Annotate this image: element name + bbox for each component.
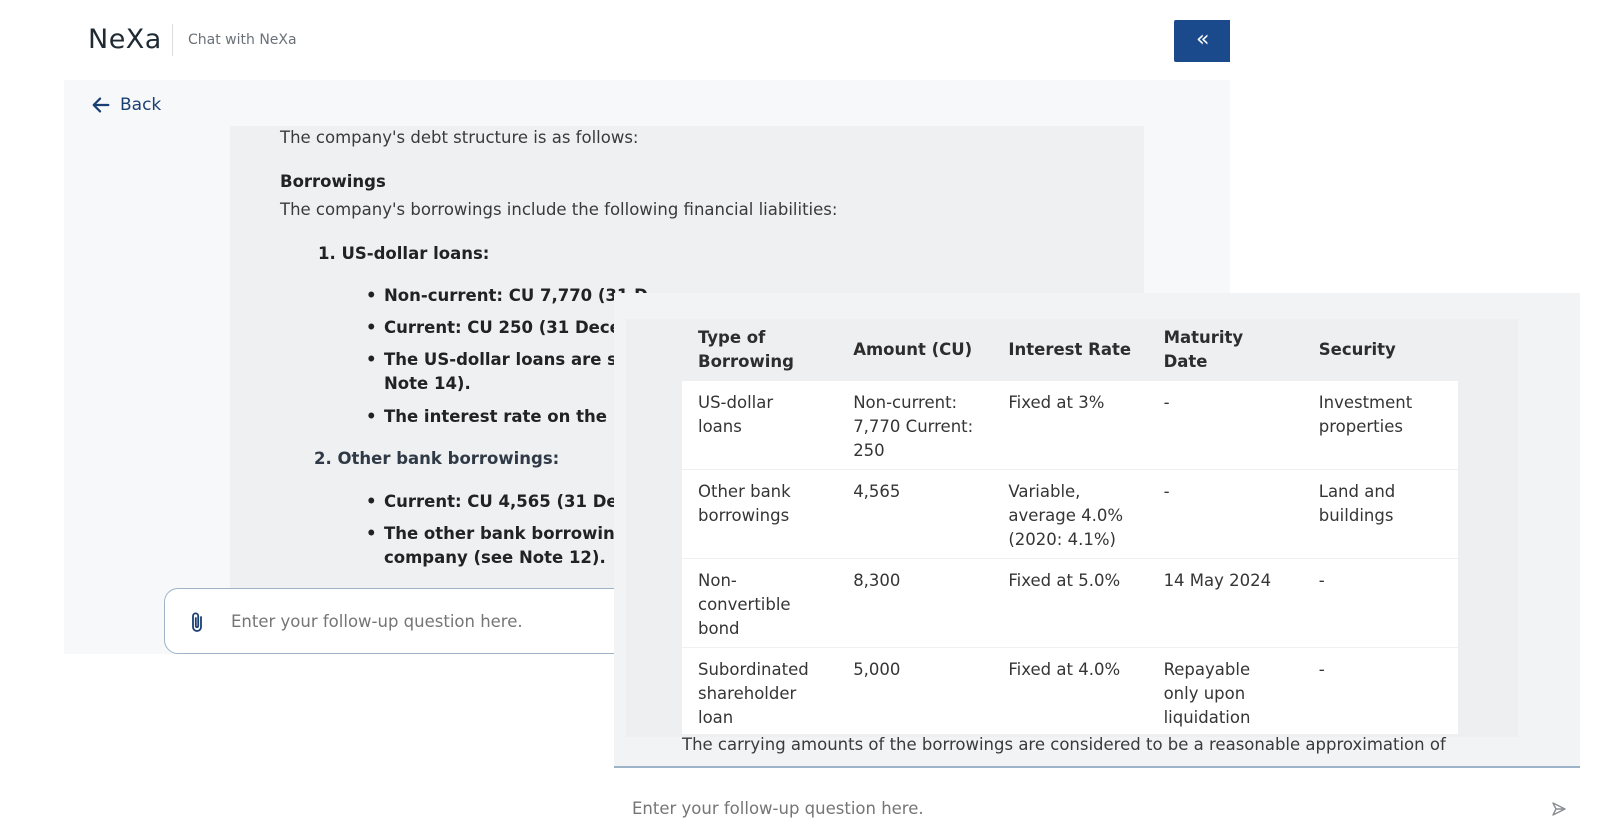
table-cell: Subordinated shareholder loan [682, 647, 838, 735]
table-cell: - [1302, 647, 1458, 735]
table-container: Type of Borrowing Amount (CU) Interest R… [626, 319, 1518, 737]
item-1-title: 1. US-dollar loans: [318, 244, 490, 263]
bullet-continuation: company (see Note 12). [384, 548, 606, 567]
table-cell: 14 May 2024 [1147, 558, 1303, 648]
bullet-item: Non-current: CU 7,770 (31 D [366, 286, 648, 305]
send-icon[interactable] [1551, 801, 1567, 817]
paperclip-icon[interactable] [189, 611, 207, 635]
app-header: NeXa Chat with NeXa « [64, 0, 1230, 80]
bullet-continuation: Note 14). [384, 374, 471, 393]
table-header-row: Type of Borrowing Amount (CU) Interest R… [682, 319, 1458, 381]
table-cell: Non-convertible bond [682, 558, 838, 648]
table-cell: Other bank borrowings [682, 469, 838, 559]
header-divider [172, 24, 173, 56]
arrow-left-icon [92, 97, 110, 113]
bullet-item: The other bank borrowing: [366, 524, 633, 543]
column-header: Security [1302, 319, 1458, 381]
section-text: The company's borrowings include the fol… [280, 200, 838, 219]
bullet-item: The US-dollar loans are se [366, 350, 628, 369]
back-button[interactable]: Back [90, 92, 161, 118]
table-cell: - [1147, 381, 1303, 470]
collapse-sidebar-button[interactable]: « [1174, 20, 1230, 62]
answer-intro: The company's debt structure is as follo… [280, 128, 639, 147]
table-cell: Repayable only upon liquidation [1147, 647, 1303, 735]
footnote-text: The carrying amounts of the borrowings a… [682, 735, 1446, 754]
brand-logo: NeXa [88, 24, 162, 55]
chevrons-left-icon: « [1196, 27, 1210, 52]
front-chat-window: Type of Borrowing Amount (CU) Interest R… [614, 293, 1580, 840]
column-header: Type of Borrowing [682, 319, 838, 381]
header-subtitle: Chat with NeXa [188, 32, 297, 48]
table-cell: 5,000 [837, 647, 993, 735]
table-row: Subordinated shareholder loan 5,000 Fixe… [682, 647, 1458, 735]
item-2-title: 2. Other bank borrowings: [314, 449, 560, 468]
column-header: Amount (CU) [837, 319, 993, 381]
table-row: Other bank borrowings 4,565 Variable, av… [682, 469, 1458, 559]
table-cell: Investment properties [1302, 381, 1458, 470]
bullet-item: Current: CU 4,565 (31 Dece [366, 492, 639, 511]
section-title: Borrowings [280, 172, 386, 191]
table-cell: - [1147, 469, 1303, 559]
table-cell: Fixed at 4.0% [992, 647, 1148, 735]
table-cell: Non-current: 7,770 Current: 250 [837, 381, 993, 470]
table-cell: Fixed at 5.0% [992, 558, 1148, 648]
bullet-item: The interest rate on the loa [366, 407, 641, 426]
table-cell: 8,300 [837, 558, 993, 648]
follow-up-input[interactable] [630, 798, 1334, 819]
bullet-item: Current: CU 250 (31 Decem [366, 318, 638, 337]
column-header: Maturity Date [1147, 319, 1303, 381]
table-cell: Variable, average 4.0% (2020: 4.1%) [992, 469, 1148, 559]
table-cell: US-dollar loans [682, 381, 838, 470]
follow-up-input-box [614, 768, 1580, 840]
input-divider [614, 766, 1580, 768]
column-header: Interest Rate [992, 319, 1148, 381]
table-cell: Land and buildings [1302, 469, 1458, 559]
table-row: Non-convertible bond 8,300 Fixed at 5.0%… [682, 558, 1458, 648]
table-row: US-dollar loans Non-current: 7,770 Curre… [682, 381, 1458, 470]
back-label: Back [120, 95, 162, 115]
table-cell: 4,565 [837, 469, 993, 559]
table-cell: Fixed at 3% [992, 381, 1148, 470]
table-cell: - [1302, 558, 1458, 648]
borrowings-table: Type of Borrowing Amount (CU) Interest R… [682, 319, 1458, 735]
